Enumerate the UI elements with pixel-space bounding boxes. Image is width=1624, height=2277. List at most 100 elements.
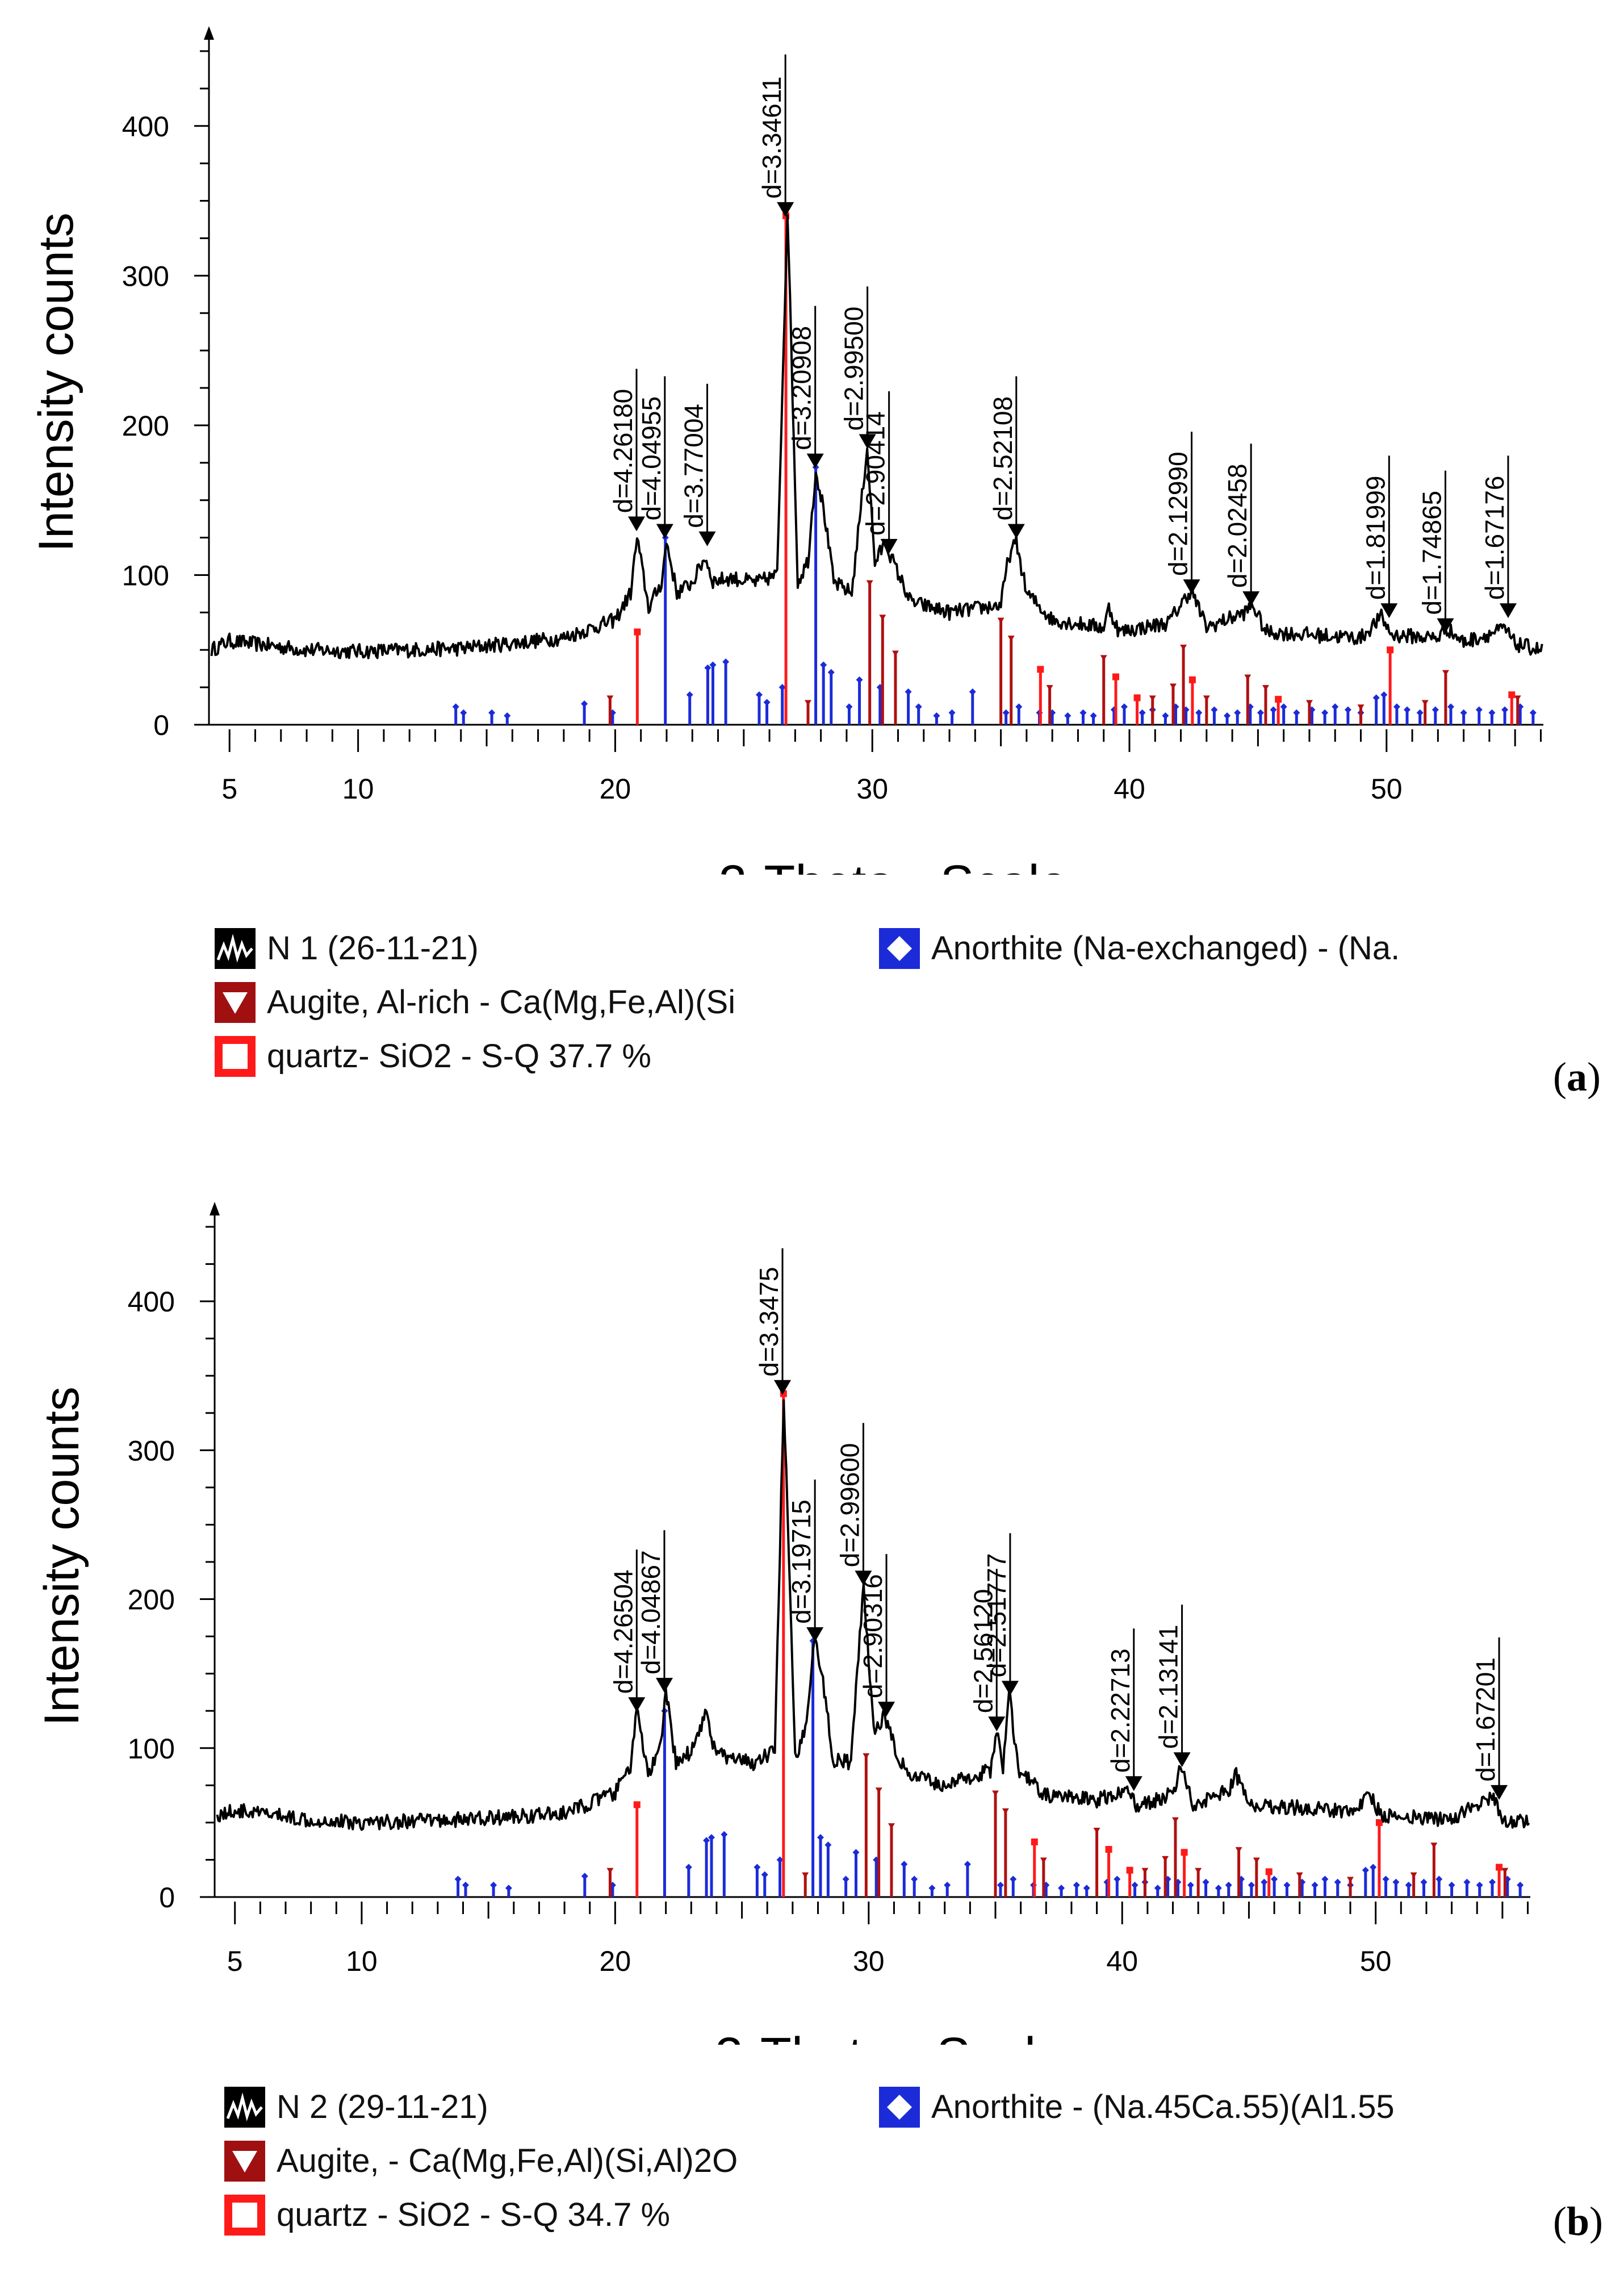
anorthite-stick-marker	[817, 1834, 824, 1841]
xrd-panel-a: 0 100 200 300 400 5 10 20 30 40 50 2-Theta - Scale I…	[0, 26, 1624, 1100]
peak-d-label: d=3.34611	[757, 77, 786, 199]
augite-stick-marker	[891, 650, 899, 657]
x-tick-label: 20	[600, 773, 631, 805]
anorthite-stick-marker	[581, 1873, 588, 1880]
anorthite-stick-marker	[1079, 709, 1087, 716]
anorthite-stick-marker	[1261, 1878, 1268, 1886]
panel-label-open: (	[1553, 2199, 1567, 2244]
anorthite-stick-marker	[928, 1885, 936, 1892]
augite-stick-marker	[1195, 1867, 1202, 1874]
augite-stick-marker	[875, 1787, 882, 1794]
y-tick-label: 300	[122, 260, 169, 292]
anorthite-stick-marker	[488, 709, 496, 716]
augite-stick-marker	[1253, 1857, 1260, 1864]
augite-stick-marker	[1501, 1867, 1509, 1874]
peak-marker-icon	[628, 1697, 646, 1712]
peak-marker-icon	[1007, 524, 1025, 539]
anorthite-stick-marker	[1405, 1882, 1412, 1889]
augite-stick-marker	[1002, 1808, 1009, 1814]
augite-stick-marker	[1007, 636, 1015, 642]
panel-label-b: (b)	[1553, 2198, 1603, 2245]
anorthite-stick-marker	[827, 669, 835, 676]
quartz-stick-marker	[1265, 1868, 1273, 1875]
anorthite-stick-marker	[1293, 709, 1300, 716]
anorthite-stick-marker	[755, 691, 763, 699]
anorthite-stick-marker	[933, 712, 940, 720]
anorthite-stick-marker	[1344, 706, 1351, 713]
peak-d-label: d=2.13141	[1154, 1625, 1183, 1749]
augite-stick-marker	[1162, 1856, 1169, 1862]
augite-stick-marker	[1514, 695, 1521, 701]
anorthite-stick-marker	[1154, 1885, 1161, 1892]
y-axis-arrow-icon	[210, 1202, 220, 1215]
augite-stick-marker	[1203, 695, 1210, 701]
peak-marker-icon	[1499, 603, 1517, 619]
anorthite-stick-marker	[763, 699, 771, 706]
anorthite-stick-marker	[1139, 709, 1146, 716]
anorthite-stick-marker	[1224, 712, 1231, 720]
triangle-down-icon	[215, 982, 256, 1023]
y-tick-label: 200	[128, 1584, 175, 1616]
augite-stick-marker	[879, 615, 886, 621]
xrd-chart-a: 0 100 200 300 400 5 10 20 30 40 50 2-Theta - Scale I…	[29, 26, 1543, 875]
anorthite-stick-marker	[1334, 1878, 1341, 1886]
legend-label: Augite, - Ca(Mg,Fe,Al)(Si,Al)2O	[277, 2142, 738, 2179]
xrd-panel-b: 0 100 200 300 400 5 10 20 30 40 50 2-Theta - Scale I…	[0, 1159, 1624, 2277]
peak-d-label: d=2.52108	[988, 396, 1018, 521]
augite-stick-marker	[863, 1753, 870, 1759]
augite-stick-marker	[1421, 700, 1429, 706]
x-axis-title: 2-Theta - Scale	[715, 2028, 1064, 2045]
panel-label-letter: a	[1566, 1054, 1587, 1100]
trace-icon	[224, 2087, 265, 2128]
peak-marker-icon	[855, 1570, 872, 1586]
quartz-stick-marker	[1031, 1838, 1038, 1845]
anorthite-stick-marker	[1382, 1875, 1389, 1883]
anorthite-stick-marker	[1270, 706, 1277, 713]
xrd-chart-b: 0 100 200 300 400 5 10 20 30 40 50 2-Theta - Scale I…	[35, 1202, 1530, 2045]
augite-stick-marker	[1430, 1843, 1438, 1849]
augite-stick-marker	[1296, 1872, 1303, 1878]
triangle-down-icon	[224, 2141, 265, 2182]
x-tick-label: 10	[346, 1945, 378, 1977]
anorthite-stick-marker	[852, 1849, 860, 1856]
anorthite-stick-marker	[997, 1882, 1004, 1889]
trace-icon	[215, 928, 256, 969]
x-tick-label: 30	[853, 1945, 885, 1977]
y-tick-label: 0	[153, 709, 169, 741]
anorthite-stick-marker	[721, 1831, 728, 1838]
diffraction-trace	[210, 214, 1543, 659]
peak-d-label: d=2.22713	[1106, 1648, 1135, 1773]
legend-a: N 1 (26-11-21) Anorthite (Na-exchanged) …	[0, 926, 1624, 1096]
anorthite-stick-marker	[1015, 703, 1023, 711]
anorthite-stick-marker	[948, 709, 956, 716]
peak-marker-icon	[1437, 618, 1454, 633]
augite-stick-marker	[1171, 1817, 1179, 1823]
peak-marker-icon	[655, 1678, 673, 1693]
anorthite-stick-marker	[685, 1864, 692, 1871]
legend-label: quartz- SiO2 - S-Q 37.7 %	[267, 1038, 651, 1075]
anorthite-stick-marker	[1332, 703, 1339, 711]
peak-marker-icon	[1001, 1681, 1019, 1696]
x-tick-label: 20	[600, 1945, 631, 1977]
anorthite-stick-marker	[1380, 691, 1388, 699]
legend-label: quartz - SiO2 - S-Q 34.7 %	[277, 2196, 671, 2233]
peak-d-label: d=4.04955	[637, 396, 666, 521]
peak-marker-icon	[774, 1380, 792, 1395]
anorthite-stick-marker	[1248, 1882, 1255, 1889]
anorthite-stick-marker	[1010, 1875, 1017, 1883]
panel-label-close: )	[1587, 1054, 1601, 1100]
diamond-icon	[879, 928, 920, 969]
augite-stick-marker	[1262, 685, 1269, 691]
anorthite-stick-marker	[1280, 703, 1287, 711]
anorthite-stick-marker	[1362, 1866, 1369, 1874]
legend-label: Augite, Al-rich - Ca(Mg,Fe,Al)(Si	[267, 984, 736, 1021]
augite-stick-marker	[606, 695, 614, 701]
quartz-stick-marker	[633, 1801, 641, 1808]
augite-stick-marker	[1040, 1857, 1047, 1864]
peak-d-label: d=2.12990	[1163, 452, 1193, 576]
y-tick-label: 100	[128, 1733, 175, 1765]
panel-label-open: (	[1553, 1054, 1567, 1100]
anorthite-stick-marker	[1321, 1875, 1329, 1883]
augite-stick-marker	[1046, 685, 1053, 691]
peak-d-label: d=1.74865	[1417, 491, 1446, 615]
